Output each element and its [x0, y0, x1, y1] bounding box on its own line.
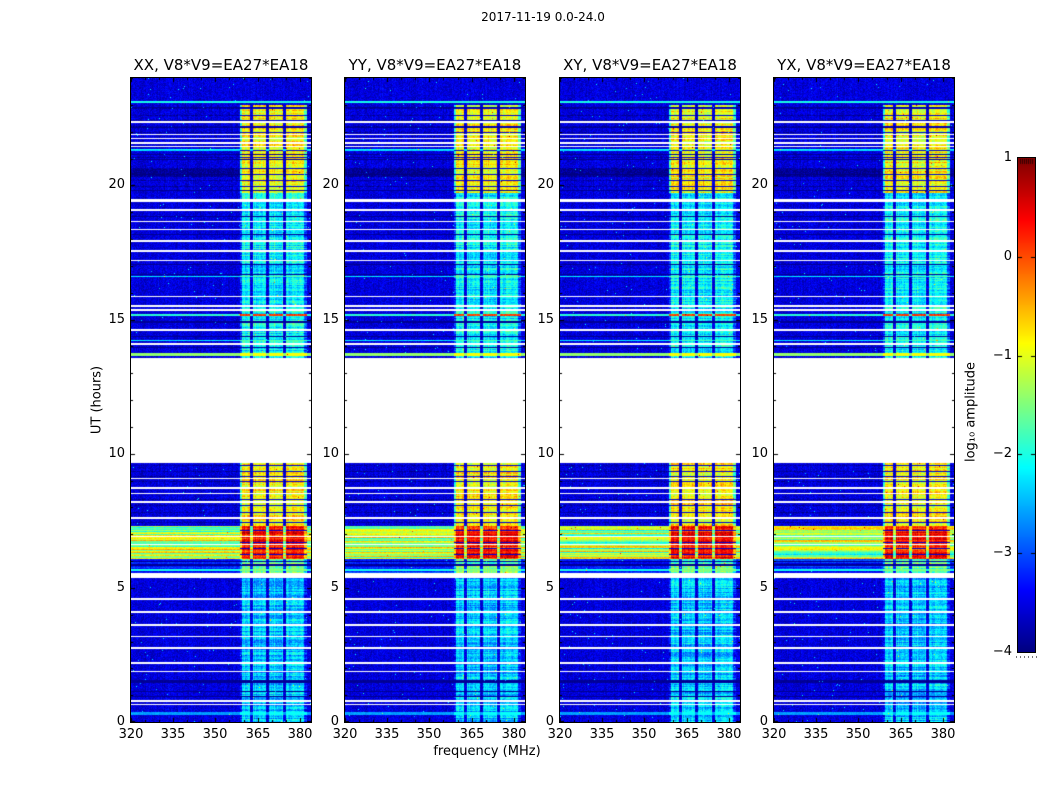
x-tick-label: 335 — [589, 727, 615, 742]
panel-title-xx: XX, V8*V9=EA27*EA18 — [133, 56, 309, 74]
x-tick-label: 335 — [374, 727, 400, 742]
y-tick-label: 10 — [322, 446, 339, 461]
x-tick-label: 335 — [160, 727, 186, 742]
colorbar-tick-label: 1 — [1003, 150, 1012, 165]
spectrogram-yx-heatmap — [774, 78, 954, 722]
x-tick-label: 320 — [118, 727, 144, 742]
y-tick-label: 10 — [751, 446, 768, 461]
x-tick-label: 380 — [930, 727, 956, 742]
y-tick-label: 15 — [322, 312, 339, 327]
spectrogram-xy-heatmap — [560, 78, 740, 722]
y-tick-label: 20 — [751, 177, 768, 192]
y-tick-label: 0 — [759, 714, 768, 729]
colorbar-tick-label: −1 — [992, 348, 1012, 363]
panel-xy — [559, 77, 741, 723]
x-tick-label: 350 — [416, 727, 442, 742]
panel-title-yx: YX, V8*V9=EA27*EA18 — [777, 56, 951, 74]
y-tick-label: 15 — [108, 312, 125, 327]
colorbar-tick-label: −4 — [992, 644, 1012, 659]
x-tick-label: 380 — [501, 727, 527, 742]
panel-title-yy: YY, V8*V9=EA27*EA18 — [348, 56, 522, 74]
x-tick-label: 350 — [202, 727, 228, 742]
panel-yx — [773, 77, 955, 723]
figure-title: 2017-11-19 0.0-24.0 — [481, 10, 605, 24]
y-tick-label: 0 — [116, 714, 125, 729]
spectrogram-xx-heatmap — [131, 78, 311, 722]
colorbar-tick-label: −3 — [992, 545, 1012, 560]
y-tick-label: 5 — [116, 580, 125, 595]
colorbar-extend-dots — [1016, 656, 1038, 658]
panel-xx — [130, 77, 312, 723]
x-tick-label: 365 — [245, 727, 271, 742]
x-tick-label: 365 — [459, 727, 485, 742]
y-tick-label: 5 — [759, 580, 768, 595]
colorbar-frame — [1017, 157, 1036, 653]
y-tick-label: 5 — [330, 580, 339, 595]
spectrogram-yy-heatmap — [345, 78, 525, 722]
panel-title-xy: XY, V8*V9=EA27*EA18 — [563, 56, 737, 74]
panel-yy — [344, 77, 526, 723]
y-tick-label: 10 — [537, 446, 554, 461]
x-tick-label: 335 — [803, 727, 829, 742]
x-tick-label: 365 — [888, 727, 914, 742]
y-tick-label: 20 — [322, 177, 339, 192]
x-tick-label: 320 — [547, 727, 573, 742]
x-tick-label: 365 — [674, 727, 700, 742]
colorbar-tick-label: 0 — [1003, 249, 1012, 264]
y-tick-label: 10 — [108, 446, 125, 461]
x-tick-label: 380 — [287, 727, 313, 742]
y-tick-label: 20 — [108, 177, 125, 192]
y-tick-label: 0 — [545, 714, 554, 729]
y-tick-label: 15 — [751, 312, 768, 327]
colorbar — [1018, 158, 1035, 652]
y-tick-label: 20 — [537, 177, 554, 192]
y-axis-label: UT (hours) — [89, 365, 105, 435]
x-tick-label: 320 — [332, 727, 358, 742]
colorbar-tick-label: −2 — [992, 446, 1012, 461]
x-tick-label: 350 — [631, 727, 657, 742]
x-axis-label: frequency (MHz) — [433, 744, 541, 759]
y-tick-label: 15 — [537, 312, 554, 327]
x-tick-label: 320 — [761, 727, 787, 742]
x-tick-label: 380 — [716, 727, 742, 742]
y-tick-label: 5 — [545, 580, 554, 595]
y-tick-label: 0 — [330, 714, 339, 729]
x-tick-label: 350 — [845, 727, 871, 742]
